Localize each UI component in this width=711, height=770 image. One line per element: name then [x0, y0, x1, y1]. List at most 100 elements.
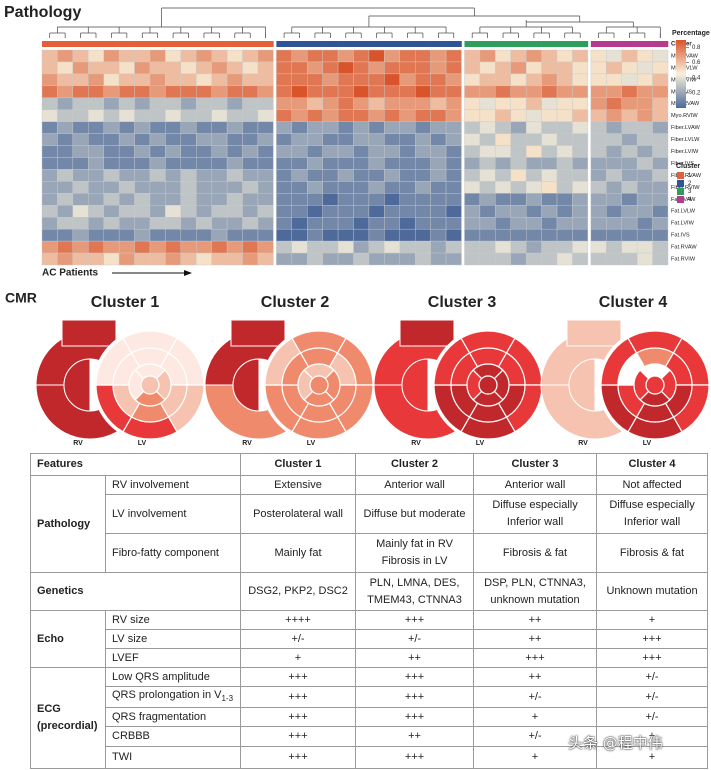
- section-title: CMR: [5, 290, 37, 306]
- heat-cell: [606, 97, 622, 110]
- heat-cell: [149, 97, 166, 110]
- heat-cell: [41, 181, 58, 194]
- cell-text: +++: [288, 690, 308, 703]
- heat-cell: [196, 157, 212, 170]
- heat-cell: [368, 169, 385, 182]
- heat-cell: [479, 73, 496, 87]
- cell-text: Fibrosis & fat: [619, 546, 685, 559]
- bullseye: [540, 319, 711, 442]
- table-row: ECG (precordial) Low QRS amplitude +++ +++ ++…: [30, 666, 709, 770]
- cluster-bar: [541, 41, 558, 47]
- heat-cell: [242, 193, 259, 206]
- heat-cell: [180, 228, 197, 242]
- heat-cell: [606, 145, 622, 158]
- heat-cell: [226, 109, 243, 122]
- heat-cell: [415, 73, 431, 87]
- heat-cell: [149, 49, 166, 63]
- heat-cell: [353, 205, 370, 218]
- heat-cell: [495, 73, 511, 87]
- heat-cell: [541, 228, 558, 242]
- heat-cell: [322, 133, 339, 146]
- heat-cell: [572, 97, 589, 110]
- heat-cell: [291, 85, 308, 98]
- heat-cell: [384, 193, 400, 206]
- heat-cell: [337, 169, 354, 182]
- heat-cell: [572, 109, 589, 122]
- cell-text: Cluster 2: [390, 458, 439, 470]
- heat-cell: [384, 228, 400, 242]
- heat-cell: [590, 169, 607, 182]
- row-label: Myo.RVIW: [671, 113, 698, 119]
- heat-cell: [291, 109, 308, 122]
- heat-cell: [88, 193, 104, 206]
- heat-cell: [103, 193, 120, 206]
- heat-cell: [337, 228, 354, 242]
- heat-cell: [652, 169, 669, 182]
- cluster-bar: [338, 41, 354, 47]
- heat-cell: [149, 121, 166, 134]
- heat-cell: [464, 217, 481, 230]
- heat-cell: [72, 157, 89, 170]
- heat-cell: [291, 133, 308, 146]
- heat-cell: [495, 133, 511, 146]
- heat-cell: [590, 73, 607, 87]
- heat-cell: [430, 109, 447, 122]
- heat-cell: [368, 109, 385, 122]
- heat-cell: [322, 109, 339, 122]
- cluster-bar: [606, 41, 623, 47]
- heat-cell: [445, 73, 462, 87]
- lv-segment: [309, 375, 329, 395]
- row-label: Fat.LVLW: [671, 209, 696, 215]
- heat-cell: [180, 133, 197, 146]
- heat-cell: [572, 133, 589, 146]
- heat-cell: [72, 109, 89, 122]
- heat-cell: [399, 145, 416, 158]
- heat-cell: [636, 133, 653, 146]
- feature-cell: Fibro-fatty component: [104, 533, 242, 573]
- heat-cell: [541, 217, 558, 230]
- lv-segment: [645, 375, 665, 395]
- heat-cell: [322, 252, 339, 266]
- table-cell: +: [473, 707, 598, 728]
- table-row: QRS prolongation in V1-3 +++ +++ +/- +/-: [31, 685, 709, 709]
- heat-cell: [307, 49, 323, 63]
- lv-label: LV: [138, 440, 147, 447]
- heat-cell: [621, 169, 638, 182]
- heat-cell: [180, 181, 197, 194]
- heat-cell: [368, 240, 385, 254]
- heat-cell: [510, 121, 527, 134]
- heat-cell: [72, 85, 89, 98]
- feature-cell: RV involvement: [104, 475, 242, 495]
- heat-cell: [525, 85, 542, 98]
- heat-cell: [606, 133, 622, 146]
- cell-subscript: 1-3: [221, 694, 234, 704]
- heat-cell: [88, 109, 104, 122]
- heat-cell: [149, 169, 166, 182]
- heat-cell: [242, 205, 259, 218]
- heat-cell: [276, 169, 293, 182]
- heat-cell: [41, 145, 58, 158]
- heat-cell: [134, 240, 151, 254]
- heat-cell: [525, 217, 542, 230]
- heat-cell: [322, 85, 339, 98]
- heat-cell: [149, 193, 166, 206]
- cluster-bar: [353, 41, 370, 47]
- heat-cell: [368, 85, 385, 98]
- heat-cell: [257, 73, 274, 87]
- heat-cell: [276, 181, 293, 194]
- heat-cell: [118, 193, 135, 206]
- heat-cell: [525, 73, 542, 87]
- cell-text: Features: [37, 458, 83, 470]
- heat-cell: [399, 73, 416, 87]
- cluster-bar: [57, 41, 74, 47]
- rv-segment: [399, 319, 455, 347]
- heat-cell: [541, 133, 558, 146]
- heat-cell: [226, 181, 243, 194]
- heat-cell: [652, 61, 669, 75]
- table-cell: +++: [240, 685, 357, 709]
- heat-cell: [165, 109, 182, 122]
- heat-cell: [368, 193, 385, 206]
- heat-cell: [226, 133, 243, 146]
- table-cell: +++: [596, 629, 709, 649]
- heat-cell: [134, 133, 151, 146]
